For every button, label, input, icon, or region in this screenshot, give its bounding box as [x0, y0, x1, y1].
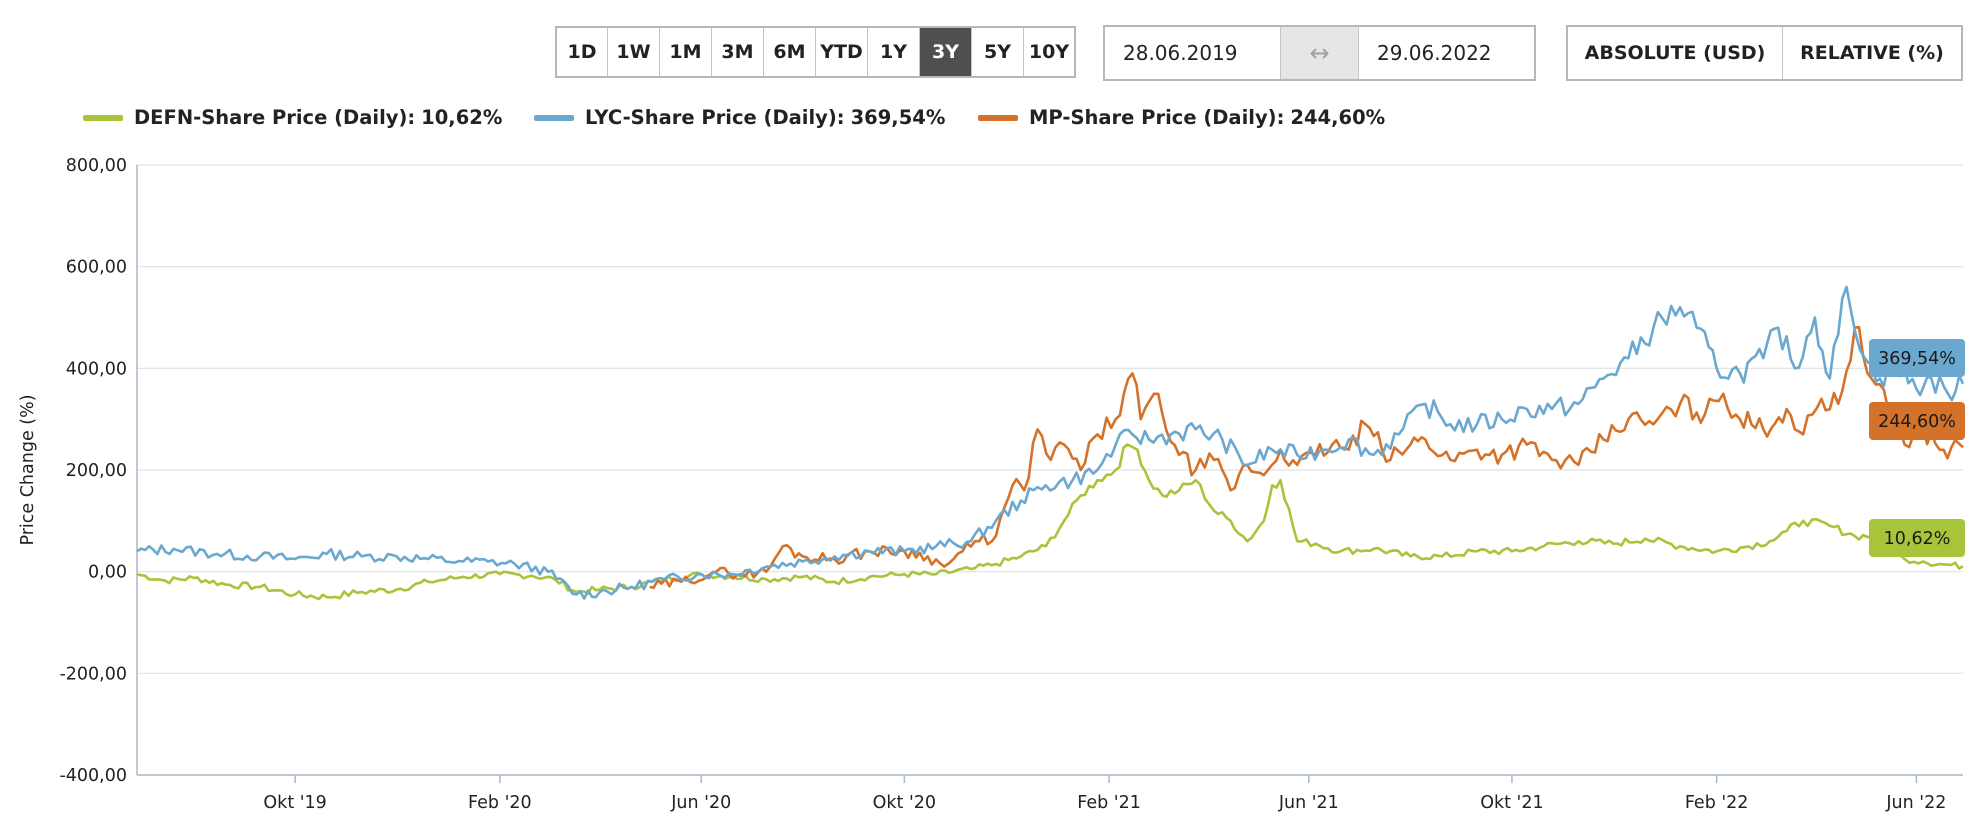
legend-item-defn[interactable]: DEFN-Share Price (Daily): 10,62%	[83, 106, 502, 129]
range-ytd-button[interactable]: YTD	[816, 28, 868, 76]
y-tick-label: 200,00	[66, 461, 127, 481]
x-tick-label: Feb '21	[1077, 793, 1141, 813]
range-1m-button[interactable]: 1M	[660, 28, 712, 76]
y-tick-label: 800,00	[66, 156, 127, 176]
date-range-picker: ↔	[1103, 25, 1536, 81]
range-5y-button[interactable]: 5Y	[972, 28, 1024, 76]
legend-item-mp[interactable]: MP-Share Price (Daily): 244,60%	[978, 106, 1385, 129]
range-1y-button[interactable]: 1Y	[868, 28, 920, 76]
y-tick-label: 600,00	[66, 258, 127, 278]
time-range-selector: 1D 1W 1M 3M 6M YTD 1Y 3Y 5Y 10Y	[555, 26, 1076, 78]
y-tick-label: -400,00	[59, 766, 127, 786]
end-label-text-lyc: 369,54%	[1878, 349, 1956, 369]
end-date-input[interactable]	[1359, 27, 1534, 79]
x-tick-label: Okt '20	[873, 793, 936, 813]
x-tick-label: Feb '20	[468, 793, 532, 813]
legend-label-mp: MP-Share Price (Daily):	[1029, 106, 1285, 129]
end-label-text-defn: 10,62%	[1884, 529, 1951, 549]
y-tick-label: 400,00	[66, 359, 127, 379]
x-tick-label: Okt '19	[263, 793, 326, 813]
series-line-lyc[interactable]	[136, 285, 1965, 600]
range-3m-button[interactable]: 3M	[712, 28, 764, 76]
x-tick-label: Jun '20	[670, 793, 731, 813]
end-label-lyc	[1869, 339, 1965, 377]
legend-label-defn: DEFN-Share Price (Daily):	[134, 106, 416, 129]
end-label-mp	[1869, 402, 1965, 440]
end-label-defn	[1869, 519, 1965, 557]
range-6m-button[interactable]: 6M	[764, 28, 816, 76]
relative-percent-button[interactable]: RELATIVE (%)	[1783, 27, 1961, 79]
series-line-defn[interactable]	[136, 443, 1964, 601]
x-tick-label: Jun '21	[1278, 793, 1339, 813]
end-label-text-mp: 244,60%	[1878, 412, 1956, 432]
y-axis-title: Price Change (%)	[18, 394, 38, 545]
start-date-input[interactable]	[1105, 27, 1280, 79]
date-range-separator: ↔	[1280, 27, 1359, 79]
legend-label-lyc: LYC-Share Price (Daily):	[585, 106, 845, 129]
display-mode-selector: ABSOLUTE (USD) RELATIVE (%)	[1566, 25, 1963, 81]
absolute-usd-button[interactable]: ABSOLUTE (USD)	[1568, 27, 1783, 79]
x-tick-label: Jun '22	[1885, 793, 1946, 813]
legend-item-lyc[interactable]: LYC-Share Price (Daily): 369,54%	[534, 106, 945, 129]
y-tick-label: 0,00	[88, 563, 127, 583]
legend-swatch-lyc	[534, 114, 574, 121]
legend-swatch-defn	[83, 114, 123, 121]
range-10y-button[interactable]: 10Y	[1024, 28, 1074, 76]
legend-value-lyc: 369,54%	[850, 106, 946, 129]
x-tick-label: Okt '21	[1480, 793, 1543, 813]
legend-value-defn: 10,62%	[421, 106, 503, 129]
range-1w-button[interactable]: 1W	[608, 28, 660, 76]
legend-value-mp: 244,60%	[1290, 106, 1386, 129]
range-3y-button[interactable]: 3Y	[920, 28, 972, 76]
y-tick-label: -200,00	[59, 664, 127, 684]
range-1d-button[interactable]: 1D	[557, 28, 608, 76]
x-tick-label: Feb '22	[1685, 793, 1749, 813]
legend-swatch-mp	[978, 114, 1018, 121]
double-arrow-icon: ↔	[1309, 39, 1330, 67]
